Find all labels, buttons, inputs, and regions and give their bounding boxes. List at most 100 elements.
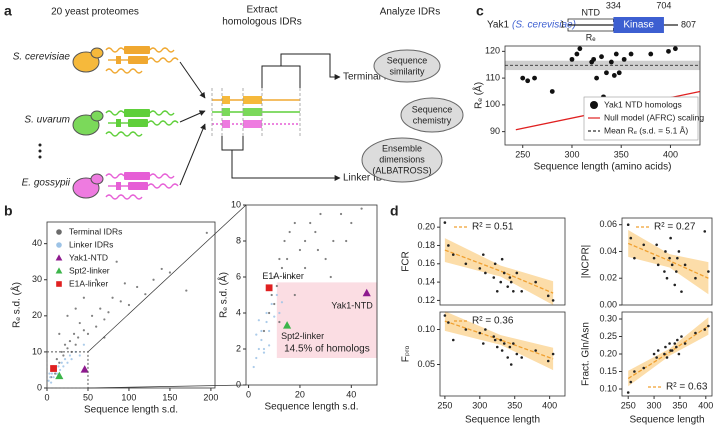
analysis: Sequence — [412, 104, 453, 114]
idr-type: Terminal IDRs — [343, 72, 406, 83]
analysis: similarity — [390, 66, 425, 76]
marker — [362, 288, 371, 297]
fit-line — [444, 249, 554, 294]
marker — [508, 276, 512, 279]
marker — [502, 342, 506, 345]
marker — [451, 253, 455, 256]
x-tick-label: 250 — [515, 149, 530, 159]
domain-label: Kinase — [623, 20, 654, 31]
marker — [447, 244, 450, 247]
marker — [492, 335, 496, 338]
analysis: dimensions — [379, 154, 425, 164]
x-tick-label: 0 — [44, 392, 49, 402]
y-tick-label: 120 — [485, 46, 500, 56]
marker — [443, 221, 447, 224]
marker — [532, 75, 537, 81]
marker — [451, 338, 455, 342]
marker — [95, 325, 98, 328]
legend-box — [583, 96, 699, 141]
marker — [324, 257, 327, 261]
marker — [103, 318, 106, 321]
marker — [670, 349, 674, 352]
yeast-cell — [72, 110, 104, 136]
marker — [265, 320, 268, 324]
marker — [666, 48, 671, 54]
marker — [464, 328, 468, 331]
domain — [613, 17, 664, 33]
yeast-cell — [72, 173, 104, 199]
marker — [509, 280, 513, 284]
marker — [642, 243, 646, 247]
marker — [262, 329, 266, 333]
marker — [74, 307, 77, 310]
marker — [52, 376, 55, 379]
marker — [82, 329, 85, 332]
column-title: Analyze IDRs — [380, 7, 441, 18]
species: S. uvarum — [24, 115, 70, 126]
marker — [680, 335, 683, 338]
marker — [59, 368, 62, 372]
marker — [549, 89, 555, 94]
x-tick-label: 350 — [672, 400, 687, 410]
marker — [90, 314, 94, 317]
marker — [316, 248, 320, 252]
marker — [314, 230, 317, 234]
y-tick-label: 0 — [37, 382, 42, 392]
y-tick-label: 0.20 — [417, 222, 435, 232]
marker — [66, 314, 69, 317]
species: S. cerevisiae — [13, 52, 71, 63]
y-tick-label: 0.14 — [417, 276, 435, 286]
marker — [332, 239, 335, 243]
marker — [278, 311, 281, 315]
marker — [268, 329, 271, 333]
y-tick-label: 10 — [231, 199, 241, 209]
y-tick-label: 6 — [236, 271, 241, 281]
point-label: E1A-linker — [262, 271, 304, 281]
y-tick-label: 30 — [32, 274, 42, 284]
marker — [703, 230, 707, 233]
marker — [68, 354, 72, 357]
position-label: 334 — [606, 0, 621, 10]
marker — [534, 349, 537, 352]
legend-label: Linker IDRs — [69, 239, 113, 249]
marker — [50, 365, 57, 372]
x-tick-label: 400 — [542, 400, 557, 410]
position-label: 704 — [656, 0, 671, 10]
zoom-connector — [87, 204, 247, 353]
y-tick-label: 0.15 — [599, 366, 617, 376]
marker — [86, 332, 90, 335]
marker — [95, 278, 98, 281]
marker — [127, 303, 131, 307]
marker — [493, 262, 497, 266]
marker — [288, 230, 291, 234]
yeast-cell — [72, 47, 104, 73]
marker — [642, 366, 646, 370]
marker — [298, 248, 302, 252]
marker — [616, 70, 622, 76]
marker — [676, 338, 679, 342]
marker — [309, 221, 312, 225]
x-tick-label: 50 — [83, 392, 93, 402]
x-tick-label: 300 — [647, 400, 662, 410]
y-axis-label: FCR — [401, 251, 412, 272]
marker — [447, 321, 450, 324]
marker — [577, 46, 583, 52]
marker — [136, 285, 139, 289]
marker — [703, 328, 707, 331]
plot-frame — [621, 217, 713, 306]
x-axis-label: Sequence length — [629, 415, 704, 426]
x-tick-label: 100 — [121, 392, 136, 402]
marker — [508, 345, 512, 349]
marker — [664, 345, 667, 349]
marker — [60, 361, 63, 364]
y-tick-label: 10 — [32, 346, 42, 356]
marker — [683, 342, 687, 345]
marker — [107, 311, 110, 314]
marker — [534, 280, 537, 284]
y-tick-label: 0.02 — [599, 273, 617, 283]
marker — [82, 296, 85, 299]
column-title: homologous IDRs — [222, 17, 301, 28]
marker — [670, 263, 674, 267]
point-label: Yak1-NTD — [331, 301, 373, 311]
y-axis-label: |NCPR| — [581, 245, 592, 279]
